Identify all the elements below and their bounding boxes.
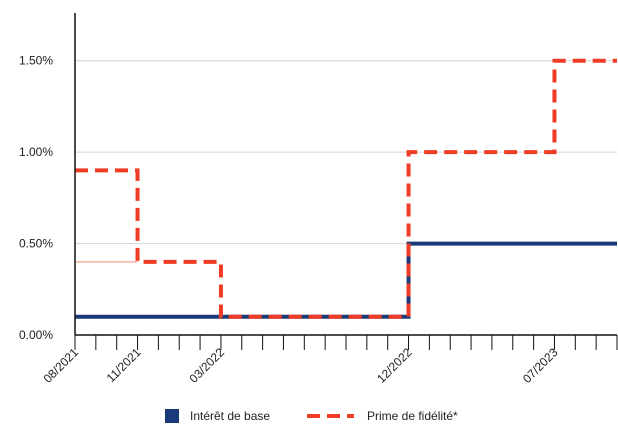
y-tick-label: 1.50% — [19, 54, 53, 68]
x-tick-label: 03/2022 — [186, 345, 227, 386]
x-tick-label: 08/2021 — [41, 345, 82, 386]
y-tick-label: 0.00% — [19, 328, 53, 342]
series-line-prime-de-fidelite — [75, 58, 617, 319]
series-lines — [75, 58, 617, 319]
axes — [74, 13, 618, 350]
legend: Intérêt de base Prime de fidélité* — [165, 409, 458, 423]
x-tick-labels: 08/2021 11/2021 03/2022 12/2022 07/2023 — [41, 345, 561, 386]
y-tick-labels: 0.00% 0.50% 1.00% 1.50% — [19, 54, 53, 342]
series-line-interet-de-base — [75, 241, 617, 319]
reference-lines — [75, 242, 617, 263]
y-tick-label: 1.00% — [19, 145, 53, 159]
y-tick-label: 0.50% — [19, 237, 53, 251]
x-tick-label: 11/2021 — [104, 345, 144, 385]
x-tick-label: 12/2022 — [374, 345, 415, 386]
legend-label-interet-de-base: Intérêt de base — [190, 409, 270, 423]
legend-label-prime-de-fidelite: Prime de fidélité* — [367, 409, 458, 423]
x-tick-label: 07/2023 — [520, 345, 561, 386]
legend-swatch-interet-de-base — [165, 409, 179, 423]
